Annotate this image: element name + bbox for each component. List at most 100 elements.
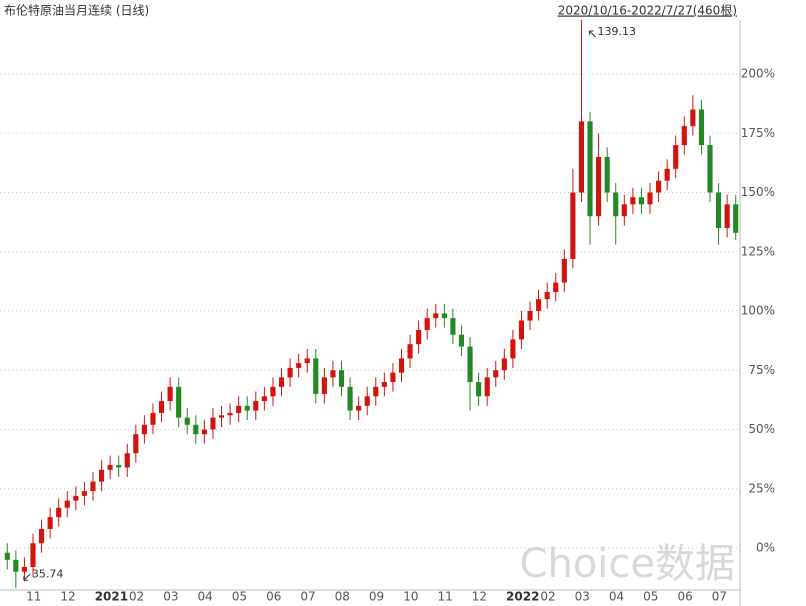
y-tick-label: 50% [748, 422, 775, 436]
candle-body [621, 204, 627, 217]
x-tick-label: 02 [540, 590, 555, 604]
candle-body [4, 552, 10, 560]
candle-body [544, 292, 550, 300]
candle-body [450, 318, 456, 335]
candle-body [690, 109, 696, 127]
x-tick-label: 11 [437, 590, 452, 604]
candle-body [218, 415, 225, 418]
candle-body [227, 412, 233, 416]
candle-body [630, 197, 636, 205]
candle-body [681, 126, 687, 146]
candle-body [296, 363, 302, 368]
candle-body [201, 429, 207, 435]
x-tick-label: 08 [335, 590, 350, 604]
x-tick-label: 03 [575, 590, 590, 604]
candle-body [313, 358, 319, 394]
candle-body [176, 386, 182, 418]
x-tick-label: 03 [163, 590, 178, 604]
candle-body [364, 396, 370, 406]
candle-body [287, 367, 293, 378]
candle-body [116, 465, 122, 468]
candle-body [193, 424, 199, 435]
candle-body [441, 313, 447, 319]
candle-body [527, 311, 533, 321]
candle-body [390, 372, 396, 383]
x-tick-label: 12 [472, 590, 487, 604]
y-tick-label: 200% [741, 67, 775, 81]
annotation: 35.74 [32, 567, 64, 580]
candle-body [733, 204, 739, 233]
y-tick-label: 75% [748, 363, 775, 377]
candle-body [270, 386, 276, 397]
x-tick-label: 2021 [95, 590, 128, 604]
candle-body [638, 197, 645, 205]
candle-body [347, 386, 353, 411]
candle-body [724, 204, 730, 229]
candle-body [467, 346, 473, 383]
watermark: Choice数据 [520, 541, 735, 587]
y-tick-label: 0% [756, 541, 775, 555]
candle-body [493, 370, 499, 378]
y-tick-label: 25% [748, 481, 775, 495]
candle-body [73, 495, 79, 501]
chart-title: 布伦特原油当月连续 (日线) [4, 3, 149, 18]
candle-body [56, 507, 62, 518]
candle-body [664, 168, 670, 181]
candle-body [304, 358, 310, 364]
candle-body [398, 358, 405, 373]
candle-body [484, 377, 490, 397]
candle-body [21, 566, 27, 572]
annotation-arrow [23, 573, 31, 581]
candle-body [330, 370, 336, 378]
candle-body [38, 529, 45, 544]
x-tick-label: 04 [609, 590, 624, 604]
x-tick-label: 12 [60, 590, 75, 604]
candle-body [501, 358, 507, 371]
candle-body [338, 370, 345, 387]
candle-body [210, 417, 216, 430]
candle-body [244, 405, 250, 411]
x-tick-label: 06 [266, 590, 281, 604]
y-tick-label: 100% [741, 304, 775, 318]
y-tick-label: 150% [741, 185, 775, 199]
candle-body [167, 386, 173, 402]
candle-body [133, 434, 139, 454]
candle-body [553, 282, 559, 293]
candle-body [613, 192, 619, 217]
candle-body [356, 405, 362, 411]
candle-body [647, 192, 653, 205]
x-tick-label: 07 [712, 590, 727, 604]
candle-body [407, 344, 413, 359]
candle-body [253, 401, 259, 411]
annotation: 139.13 [597, 25, 636, 38]
x-tick-label: 06 [677, 590, 692, 604]
candle-body [81, 491, 87, 496]
candle-body [107, 465, 113, 470]
x-tick-label: 04 [198, 590, 213, 604]
candle-body [90, 481, 96, 492]
candle-body [236, 405, 242, 413]
x-tick-label: 09 [369, 590, 384, 604]
candle-body [381, 382, 387, 387]
candle-body [561, 258, 567, 283]
candle-body [518, 320, 525, 340]
candle-body [141, 424, 147, 435]
date-range: 2020/10/16-2022/7/27(460根) [558, 4, 737, 18]
x-tick-label: 07 [300, 590, 315, 604]
candle-body [433, 313, 439, 319]
candle-body [604, 156, 610, 193]
candle-body [64, 500, 70, 508]
candle-body [596, 156, 602, 217]
candle-body [424, 318, 430, 330]
y-tick-label: 175% [741, 126, 775, 140]
candle-body [321, 377, 327, 394]
candle-body [30, 543, 36, 567]
candle-body [656, 180, 662, 193]
candle-body [373, 386, 379, 397]
candle-body [578, 121, 585, 193]
candle-body [13, 559, 19, 572]
candle-body [98, 469, 105, 482]
candle-body [158, 401, 165, 413]
